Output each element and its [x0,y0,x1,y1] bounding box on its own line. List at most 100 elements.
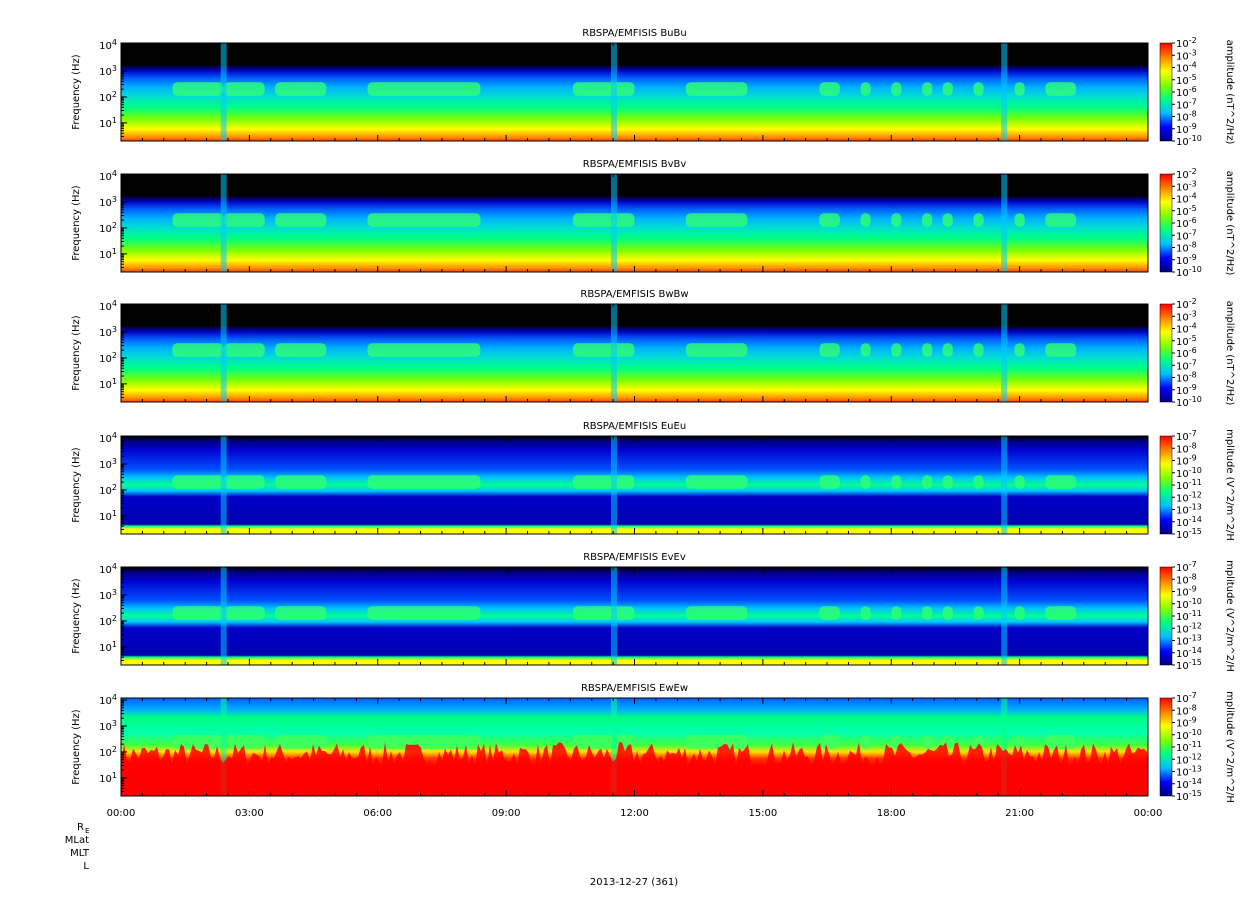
colorbar-tick-label: 10-9 [1176,716,1197,730]
wave-band [860,213,871,227]
y-tick-label: 102 [99,90,117,104]
colorbar-tick-label: 10-7 [1176,560,1197,574]
wave-band [172,343,224,357]
colorbar-tick-label: 10-9 [1176,454,1197,468]
colorbar-tick-label: 10-10 [1176,265,1202,279]
colorbar-label: amplitude (nT^2/Hz) [1224,40,1235,145]
perigee-spike [220,698,227,796]
wave-band [367,82,481,96]
colorbar-tick-label: 10-8 [1176,241,1197,255]
wave-band [275,343,327,357]
y-tick-label: 101 [99,509,117,523]
wave-band [1045,213,1077,227]
colorbar-tick-label: 10-8 [1176,572,1197,586]
y-tick-label: 103 [99,457,117,471]
colorbar-tick-label: 10-15 [1176,789,1202,803]
wave-band [223,475,265,489]
colorbar-tick-label: 10-13 [1176,634,1202,648]
wave-band [572,606,635,620]
perigee-spike [610,567,617,665]
perigee-spike [610,304,617,402]
wave-band [973,475,984,489]
spectrogram-image [121,43,1148,141]
y-axis-label: Frequency (Hz) [71,578,82,654]
colorbar-label: amplitude (nT^2/Hz) [1224,301,1235,406]
colorbar-tick-label: 10-5 [1176,73,1197,87]
colorbar-scale [1159,435,1173,535]
colorbar-tick-label: 10-7 [1176,228,1197,242]
colorbar-tick-label: 10-3 [1176,48,1197,62]
panel-title: RBSPA/EMFISIS EwEw [581,683,688,694]
y-axis-label: Frequency (Hz) [71,709,82,785]
y-tick-label: 101 [99,116,117,130]
date-label: 2013-12-27 (361) [590,877,678,888]
spectrogram-image [121,304,1148,402]
ephemeris-subscript: E [85,827,89,835]
wave-band [1045,82,1077,96]
colorbar-tick-label: 10-7 [1176,358,1197,372]
low-freq-noise [121,742,1148,796]
wave-band [367,343,481,357]
colorbar-tick-label: 10-10 [1176,134,1202,148]
wave-band [942,82,953,96]
wave-band [860,735,871,749]
colorbar-tick-label: 10-11 [1176,740,1202,754]
wave-band [973,606,984,620]
colorbar-tick-label: 10-6 [1176,85,1197,99]
colorbar-scale [1159,173,1173,273]
colorbar-tick-label: 10-9 [1176,253,1197,267]
x-tick-label: 18:00 [877,808,906,819]
wave-band [1014,343,1025,357]
wave-band [275,475,327,489]
perigee-spike [220,174,227,272]
perigee-spike [610,698,617,796]
colorbar-tick-label: 10-11 [1176,609,1202,623]
wave-band [572,475,635,489]
colorbar-tick-label: 10-5 [1176,334,1197,348]
wave-band [1014,606,1025,620]
colorbar-scale [1159,42,1173,142]
y-tick-label: 103 [99,195,117,209]
colorbar-tick-label: 10-8 [1176,703,1197,717]
colorbar-tick-label: 10-7 [1176,691,1197,705]
spectrogram-image [121,174,1148,272]
wave-band [1014,475,1025,489]
wave-band [922,475,933,489]
colorbar-label: mplitude (V^2/m^2/H [1224,429,1235,541]
wave-band [922,213,933,227]
wave-band [942,213,953,227]
wave-band [1045,606,1077,620]
wave-band [860,475,871,489]
colorbar-tick-label: 10-8 [1176,441,1197,455]
spectrogram-image [121,567,1148,665]
wave-band [685,343,748,357]
wave-band [942,343,953,357]
perigee-spike [220,436,227,534]
colorbar-tick-label: 10-7 [1176,97,1197,111]
colorbar: 10-210-310-410-510-610-710-810-910-10 amp… [1159,297,1235,409]
wave-band [819,606,840,620]
x-tick-label: 15:00 [748,808,777,819]
colorbar: 10-710-810-910-1010-1110-1210-1310-1410-… [1159,691,1235,803]
wave-band [367,213,481,227]
wave-band [860,82,871,96]
colorbar-tick-label: 10-3 [1176,309,1197,323]
spectrogram-panel: RBSPA/EMFISIS BvBv 101 102 103 104 Frequency … [71,159,1235,279]
colorbar-tick-label: 10-15 [1176,658,1202,672]
y-tick-label: 101 [99,640,117,654]
colorbar-tick-label: 10-11 [1176,478,1202,492]
y-tick-label: 104 [99,431,117,445]
wave-band [922,606,933,620]
wave-band [1014,82,1025,96]
y-tick-label: 102 [99,351,117,365]
colorbar-tick-label: 10-12 [1176,752,1202,766]
y-tick-label: 102 [99,614,117,628]
perigee-spike [610,174,617,272]
x-tick-label: 00:00 [107,808,136,819]
wave-band [1045,475,1077,489]
y-axis-label: Frequency (Hz) [71,447,82,523]
ephemeris-label: MLat [65,835,89,846]
colorbar-tick-label: 10-13 [1176,765,1202,779]
colorbar-tick-label: 10-10 [1176,466,1202,480]
wave-band [891,606,902,620]
